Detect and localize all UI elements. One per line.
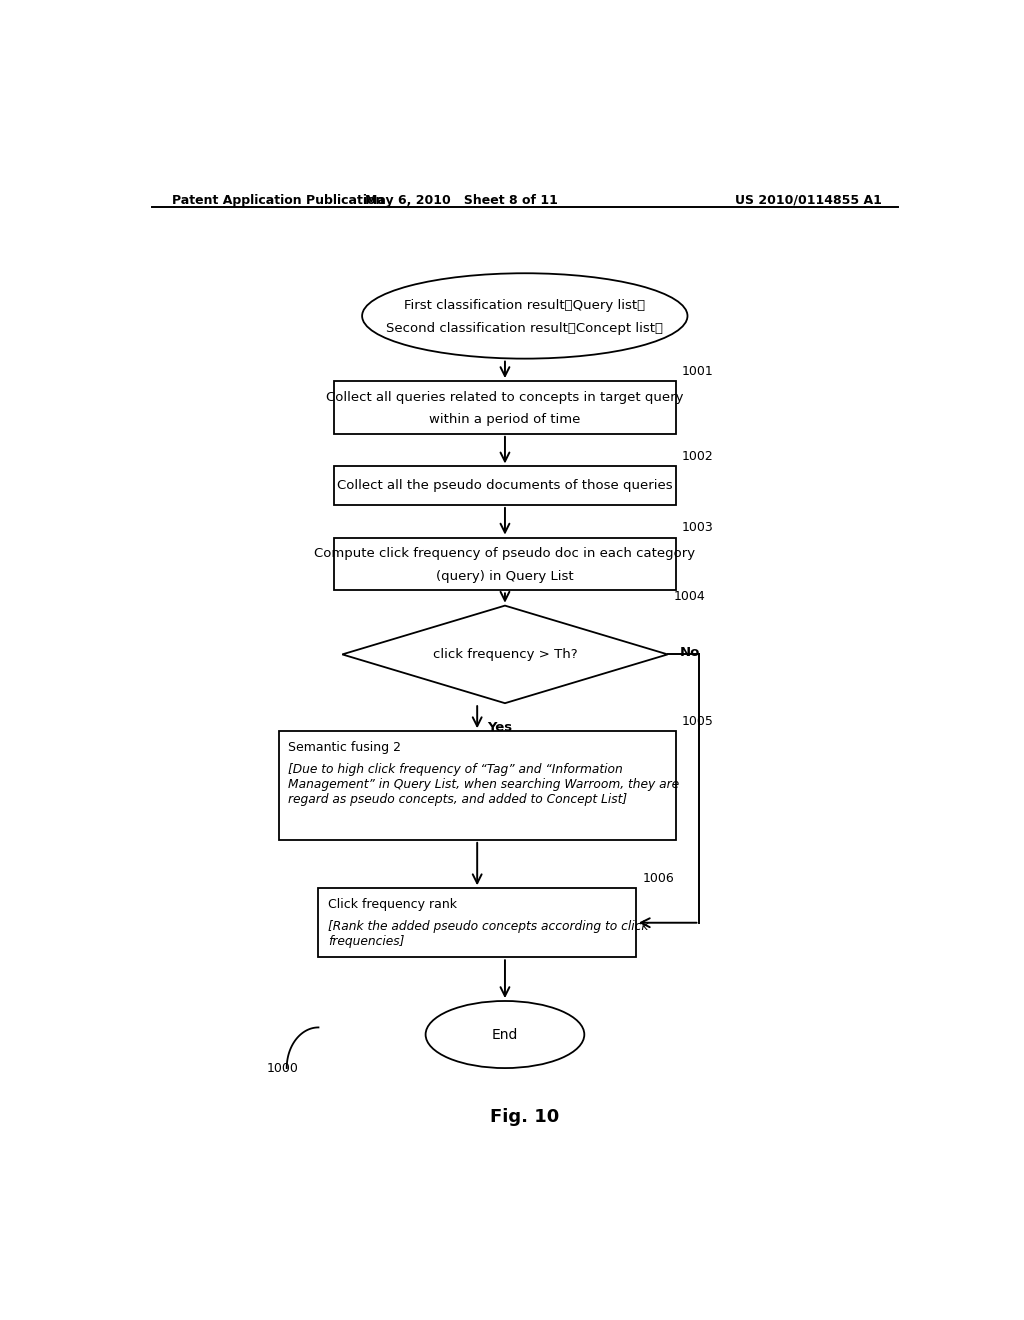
Text: Collect all the pseudo documents of those queries: Collect all the pseudo documents of thos… <box>337 479 673 492</box>
Text: 1000: 1000 <box>267 1061 299 1074</box>
Text: End: End <box>492 1027 518 1041</box>
Bar <box>334 466 676 506</box>
Text: Collect all queries related to concepts in target query: Collect all queries related to concepts … <box>327 391 684 404</box>
Bar <box>334 537 676 590</box>
Text: within a period of time: within a period of time <box>429 413 581 426</box>
Text: No: No <box>680 645 700 659</box>
Text: [Rank the added pseudo concepts according to click
frequencies]: [Rank the added pseudo concepts accordin… <box>328 920 648 948</box>
Text: 1001: 1001 <box>682 364 714 378</box>
Text: US 2010/0114855 A1: US 2010/0114855 A1 <box>735 194 882 207</box>
Bar <box>279 731 676 840</box>
Text: Compute click frequency of pseudo doc in each category: Compute click frequency of pseudo doc in… <box>314 548 695 560</box>
Bar <box>318 888 636 957</box>
Text: (query) in Query List: (query) in Query List <box>436 570 573 582</box>
Text: Second classification result（Concept list）: Second classification result（Concept lis… <box>386 322 664 335</box>
Text: Fig. 10: Fig. 10 <box>490 1107 559 1126</box>
Text: First classification result（Query list）: First classification result（Query list） <box>404 300 645 313</box>
Text: Yes: Yes <box>486 722 512 734</box>
Text: 1004: 1004 <box>674 590 706 602</box>
Text: 1002: 1002 <box>682 450 714 463</box>
Text: Patent Application Publication: Patent Application Publication <box>172 194 384 207</box>
Bar <box>334 381 676 434</box>
Text: May 6, 2010   Sheet 8 of 11: May 6, 2010 Sheet 8 of 11 <box>365 194 558 207</box>
Text: Semantic fusing 2: Semantic fusing 2 <box>289 742 401 754</box>
Text: 1003: 1003 <box>682 521 714 535</box>
Text: Click frequency rank: Click frequency rank <box>328 899 457 911</box>
Text: 1005: 1005 <box>682 715 714 729</box>
Text: 1006: 1006 <box>642 873 674 886</box>
Text: click frequency > Th?: click frequency > Th? <box>433 648 578 661</box>
Text: [Due to high click frequency of “Tag” and “Information
Management” in Query List: [Due to high click frequency of “Tag” an… <box>289 763 680 805</box>
